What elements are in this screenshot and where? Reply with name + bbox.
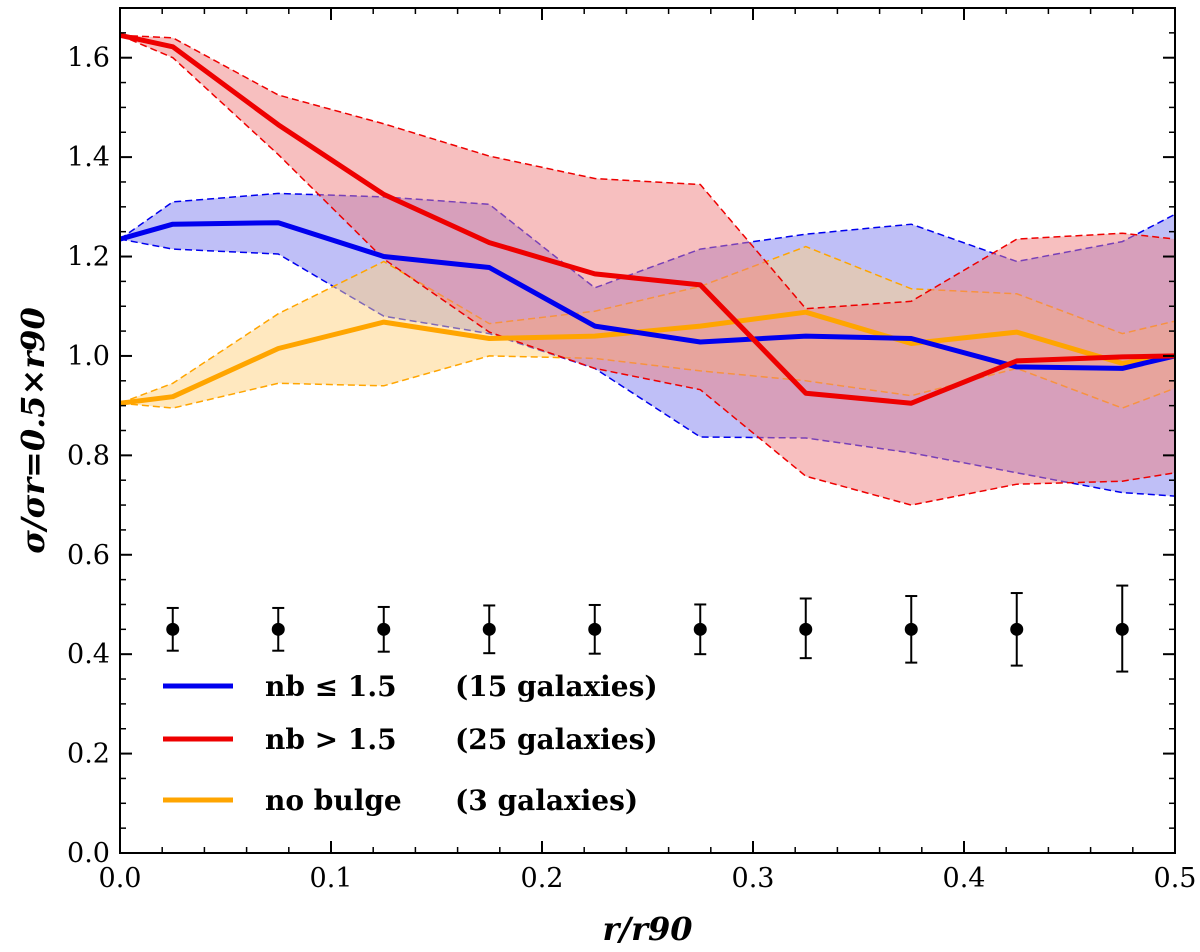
x-tick-label: 0.0 — [99, 863, 142, 894]
error-bar-point — [271, 622, 285, 636]
x-tick-label: 0.2 — [521, 863, 564, 894]
y-tick-label: 0.2 — [67, 739, 110, 770]
error-bar-point — [1010, 622, 1024, 636]
y-tick-label: 1.2 — [67, 242, 110, 273]
error-bar-point — [1115, 622, 1129, 636]
error-bar-point — [693, 622, 707, 636]
legend-label: nb ≤ 1.5 — [265, 670, 397, 703]
error-bar-0 — [166, 606, 180, 652]
y-tick-label: 0.8 — [67, 440, 110, 471]
y-tick-label: 1.4 — [67, 142, 110, 173]
legend-count: (25 galaxies) — [455, 723, 658, 756]
legend-entry-nb-1-5: nb ≤ 1.5 (15 galaxies) — [163, 670, 658, 703]
y-tick-label: 0.4 — [67, 639, 110, 670]
band-lower-nb-1-5 — [119, 34, 1176, 506]
legend-count: (15 galaxies) — [455, 670, 658, 703]
x-tick-label: 0.4 — [943, 863, 986, 894]
error-bar-4 — [588, 603, 602, 655]
error-bar-point — [377, 622, 391, 636]
x-tick-label: 0.1 — [310, 863, 353, 894]
legend-entry-nb-1-5: nb > 1.5 (25 galaxies) — [163, 723, 658, 756]
error-bar-point — [588, 622, 602, 636]
y-tick-label: 1.0 — [67, 341, 110, 372]
x-tick-label: 0.3 — [732, 863, 775, 894]
error-bar-2 — [377, 605, 391, 653]
error-bar-point — [166, 622, 180, 636]
error-bar-point — [799, 622, 813, 636]
y-tick-label: 0.6 — [67, 540, 110, 571]
legend-count: (3 galaxies) — [455, 784, 638, 817]
legend-entry-no-bulge: no bulge (3 galaxies) — [163, 784, 638, 817]
error-bar-3 — [482, 604, 496, 655]
band-nb-1-5 — [120, 35, 1175, 506]
error-bar-1 — [271, 606, 285, 652]
y-tick-label: 1.6 — [67, 43, 110, 74]
legend-label: nb > 1.5 — [265, 723, 397, 756]
series-line-no-bulge — [119, 309, 1176, 406]
error-bar-8 — [1010, 592, 1024, 667]
error-bar-point — [904, 622, 918, 636]
y-tick-label: 0.0 — [67, 838, 110, 869]
error-bar-9 — [1115, 584, 1129, 673]
x-tick-label: 0.5 — [1154, 863, 1197, 894]
error-bar-point — [482, 622, 496, 636]
x-axis-label: r/r90 — [603, 910, 693, 948]
error-bar-5 — [693, 603, 707, 656]
series-line-nb-1-5 — [119, 32, 1176, 406]
series-line-nb-1-5 — [119, 220, 1176, 371]
series-lines — [119, 32, 1176, 406]
y-axis-label: σ/σr=0.5×r90 — [14, 307, 52, 553]
axes: 0.0 0.1 0.2 0.3 0.4 0.5 0.0 0.2 0.4 0.6 0.8 1.0 1.2 1… — [67, 7, 1197, 894]
error-bar-7 — [904, 595, 918, 664]
error-bar-6 — [799, 597, 813, 660]
band-upper-nb-1-5 — [119, 34, 1176, 310]
legend: nb ≤ 1.5 (15 galaxies) nb > 1.5 (25 galaxie… — [163, 670, 658, 817]
legend-label: no bulge — [265, 784, 402, 817]
confidence-bands — [119, 34, 1176, 506]
error-bar-points — [166, 584, 1129, 673]
